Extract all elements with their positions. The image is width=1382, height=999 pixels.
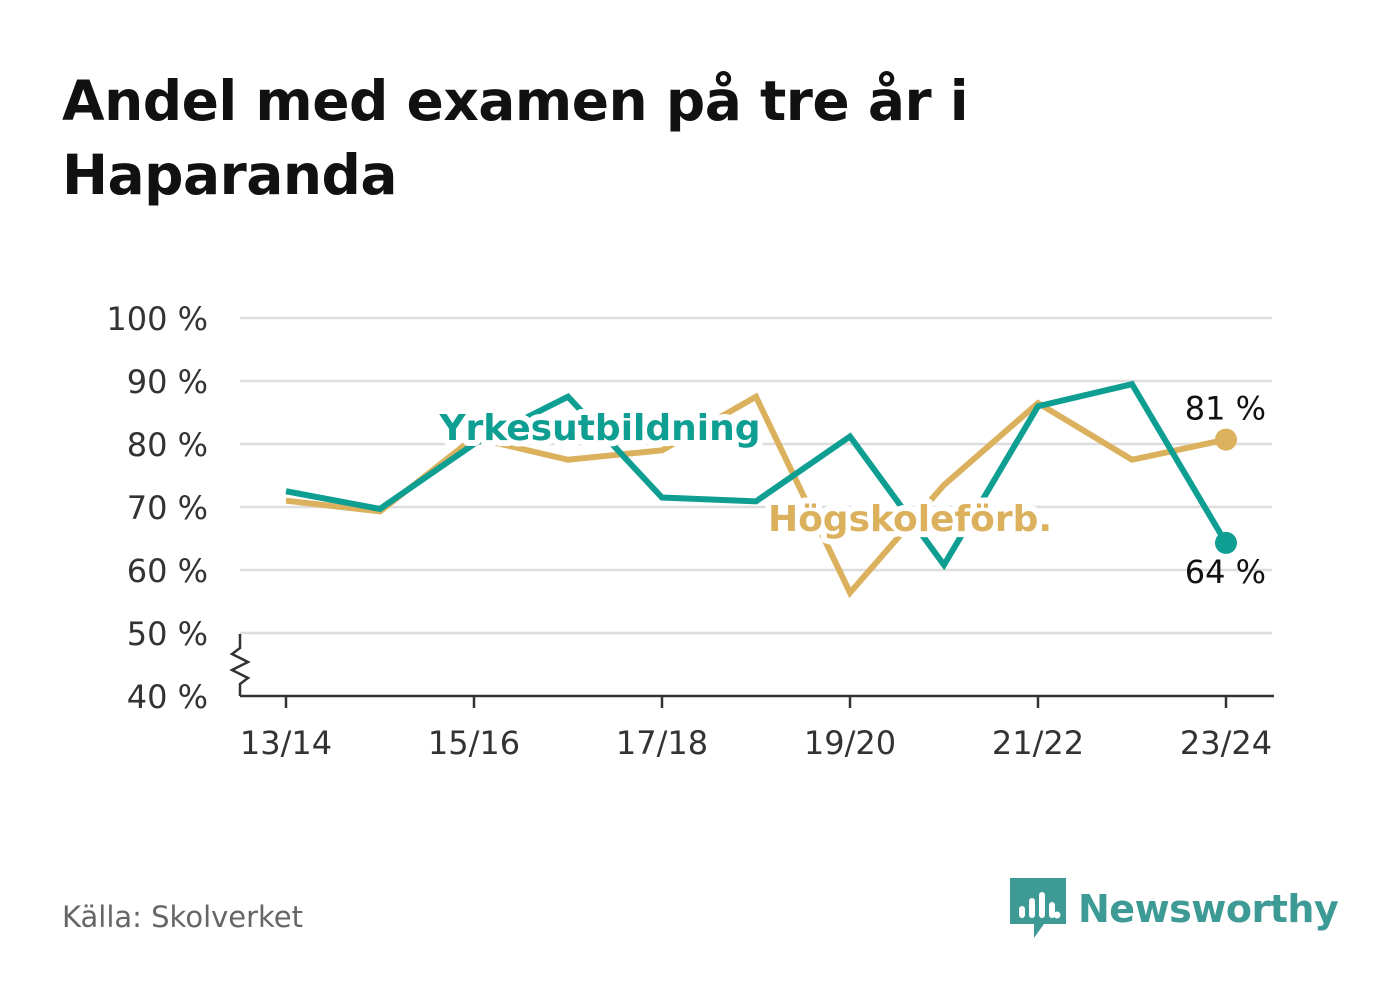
end-marker-yrkesutbildning (1215, 531, 1237, 554)
x-tick-label: 21/22 (992, 724, 1084, 762)
y-tick-label: 50 % (127, 615, 208, 653)
newsworthy-logo-icon (1010, 878, 1066, 938)
gridlines (240, 316, 1272, 635)
x-tick-label: 15/16 (428, 724, 520, 762)
series-name-label: Yrkesutbildning (438, 408, 760, 449)
y-tick-label: 100 % (106, 300, 208, 338)
end-marker-hogskoleforb (1215, 428, 1237, 451)
y-tick-label: 40 % (127, 678, 208, 716)
source-note: Källa: Skolverket (62, 900, 304, 934)
axis-break-icon (229, 634, 251, 696)
series-line-yrkesutbildning (285, 380, 1229, 571)
y-tick-label: 80 % (127, 426, 208, 464)
end-value-label: 81 % (1185, 390, 1266, 428)
x-tick-label: 23/24 (1180, 724, 1272, 762)
x-tick-label: 13/14 (240, 724, 332, 762)
x-tick-label: 19/20 (804, 724, 896, 762)
y-tick-label: 90 % (127, 363, 208, 401)
axes: 40 % 50 % 60 % 70 % 80 % 90 % 100 % 13/14 15/16 1… (106, 300, 1274, 762)
series-lines (285, 380, 1237, 599)
series-labels: 81 % 64 % Yrkesutbildning Högskoleförb. (432, 390, 1266, 591)
chart-title: Andel med examen på tre år i Haparanda (62, 69, 969, 207)
series-name-label: Högskoleförb. (768, 499, 1052, 540)
end-value-label: 64 % (1185, 553, 1266, 591)
x-tick-label: 17/18 (616, 724, 708, 762)
newsworthy-logo: Newsworthy (1010, 878, 1339, 940)
brand-name: Newsworthy (1078, 887, 1339, 931)
y-tick-label: 70 % (127, 489, 208, 527)
y-tick-label: 60 % (127, 552, 208, 590)
